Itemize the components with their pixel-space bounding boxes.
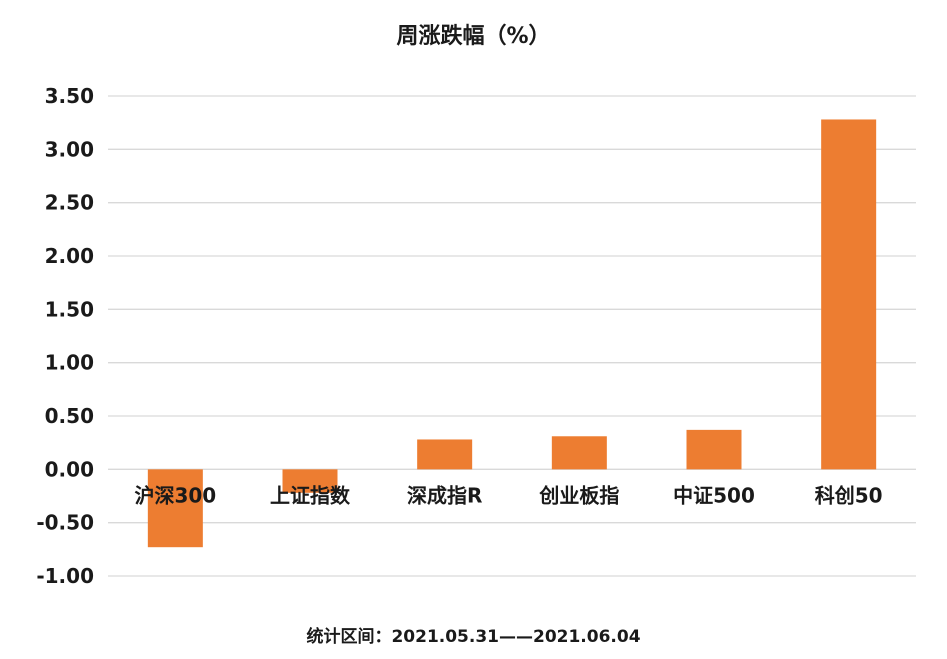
- y-tick-label: 2.00: [45, 244, 94, 268]
- x-category-label: 创业板指: [538, 483, 619, 507]
- x-category-label: 深成指R: [407, 483, 482, 507]
- x-category-label: 沪深300: [134, 483, 216, 507]
- bar: [282, 469, 338, 493]
- y-tick-label: 3.50: [45, 84, 94, 108]
- x-category-label: 中证500: [673, 483, 755, 507]
- y-tick-label: 1.00: [45, 351, 94, 375]
- y-tick-label: 3.00: [45, 137, 94, 161]
- bar: [147, 469, 203, 548]
- y-tick-label: -1.00: [36, 564, 94, 588]
- x-category-label: 科创50: [815, 483, 883, 507]
- y-tick-label: 1.50: [45, 297, 94, 321]
- x-category-label: 上证指数: [270, 483, 351, 507]
- y-tick-label: -0.50: [36, 511, 94, 535]
- bar: [821, 119, 877, 470]
- y-tick-label: 0.50: [45, 404, 94, 428]
- bar: [686, 429, 742, 470]
- chart-title: 周涨跌幅（%）: [396, 24, 551, 49]
- chart-footnote: 统计区间：2021.05.31——2021.06.04: [306, 627, 641, 647]
- bar: [551, 436, 607, 470]
- y-tick-label: 0.00: [45, 457, 94, 481]
- bar: [417, 439, 473, 470]
- y-tick-label: 2.50: [45, 191, 94, 215]
